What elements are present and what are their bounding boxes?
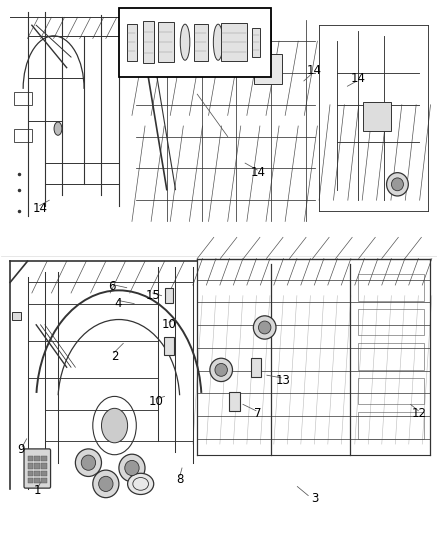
FancyBboxPatch shape [24, 449, 50, 488]
Bar [251, 358, 261, 376]
Bar [229, 392, 240, 411]
Text: 1: 1 [34, 484, 41, 497]
Ellipse shape [392, 178, 403, 191]
Bar [28, 478, 33, 483]
Text: 14: 14 [251, 166, 266, 179]
Bar [119, 8, 271, 77]
Bar [358, 343, 424, 370]
Ellipse shape [75, 449, 102, 477]
Ellipse shape [99, 477, 113, 491]
Text: 14: 14 [32, 201, 47, 215]
Ellipse shape [210, 358, 233, 382]
Bar [165, 288, 173, 303]
Bar [42, 463, 47, 469]
Bar [28, 471, 33, 476]
Text: 12: 12 [412, 407, 427, 421]
Ellipse shape [81, 455, 95, 470]
Bar [28, 463, 33, 469]
Ellipse shape [54, 122, 62, 135]
Ellipse shape [102, 408, 127, 443]
Bar [363, 102, 391, 131]
Text: 14: 14 [351, 72, 366, 85]
Text: 10: 10 [162, 318, 177, 332]
Text: 4: 4 [114, 297, 122, 310]
Text: 7: 7 [254, 407, 262, 421]
Bar [14, 128, 32, 142]
Bar [35, 478, 40, 483]
Bar [158, 22, 174, 62]
Bar [167, 41, 195, 62]
Text: 15: 15 [145, 289, 160, 302]
Bar [42, 478, 47, 483]
Ellipse shape [215, 364, 227, 376]
Bar [42, 471, 47, 476]
Bar [163, 337, 174, 356]
Ellipse shape [125, 461, 139, 475]
Bar [358, 274, 424, 301]
Bar [358, 309, 424, 335]
Bar [14, 92, 32, 105]
Ellipse shape [127, 473, 154, 495]
Text: 8: 8 [176, 473, 184, 486]
Bar [28, 456, 33, 461]
Text: 14: 14 [306, 64, 321, 77]
Bar [127, 23, 137, 61]
Bar [42, 456, 47, 461]
Bar [35, 456, 40, 461]
Bar [358, 413, 424, 439]
Bar [35, 463, 40, 469]
Text: 13: 13 [276, 374, 291, 387]
Ellipse shape [253, 316, 276, 339]
Ellipse shape [387, 173, 408, 196]
Text: 9: 9 [17, 443, 25, 456]
Bar [143, 21, 154, 63]
Bar [358, 378, 424, 405]
Text: 6: 6 [109, 280, 116, 293]
Text: 10: 10 [148, 395, 163, 408]
Bar [35, 471, 40, 476]
Text: 2: 2 [111, 350, 118, 363]
Text: 3: 3 [311, 492, 318, 505]
Bar [254, 54, 282, 84]
Bar [194, 23, 208, 61]
Bar [12, 312, 21, 319]
Ellipse shape [180, 24, 190, 60]
Ellipse shape [119, 454, 145, 482]
Ellipse shape [93, 470, 119, 498]
Bar [252, 28, 260, 57]
Ellipse shape [258, 321, 271, 334]
Ellipse shape [213, 24, 223, 60]
Bar [221, 23, 247, 61]
